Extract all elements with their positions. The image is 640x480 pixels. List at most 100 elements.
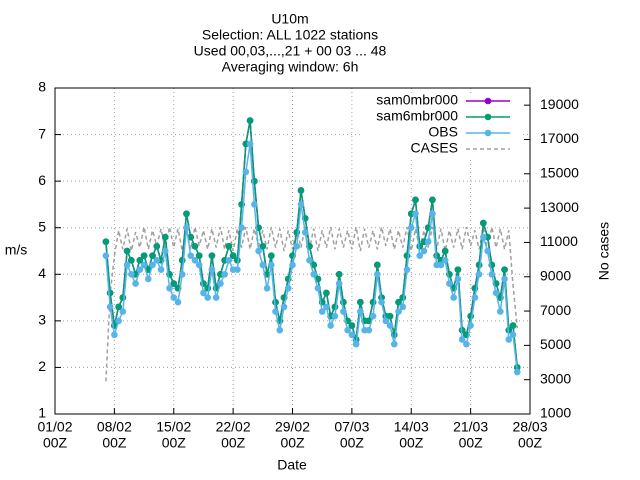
data-point xyxy=(132,280,139,287)
data-point xyxy=(136,266,144,273)
data-point xyxy=(128,270,135,278)
data-point xyxy=(369,312,377,320)
data-point xyxy=(267,252,275,259)
x-tick-label: 00Z xyxy=(43,435,68,451)
x-tick-label: 00Z xyxy=(221,435,246,451)
data-point xyxy=(289,261,296,269)
legend-label: sam0mbr000 xyxy=(376,92,458,108)
data-point xyxy=(471,294,479,301)
legend-background xyxy=(360,125,520,141)
data-point xyxy=(267,261,275,269)
data-point xyxy=(348,322,356,329)
y2-tick-label: 5000 xyxy=(540,336,571,352)
x-tick-label: 07/03 xyxy=(334,419,369,435)
data-point xyxy=(284,284,292,292)
data-point xyxy=(208,266,216,273)
data-point xyxy=(420,247,428,255)
legend-background xyxy=(360,93,520,109)
data-point xyxy=(204,294,211,301)
data-point xyxy=(365,326,373,334)
data-point xyxy=(297,201,305,208)
data-point xyxy=(301,229,309,236)
data-point xyxy=(153,243,161,250)
data-point xyxy=(119,294,127,301)
data-point xyxy=(115,317,122,325)
x-tick-label: 21/03 xyxy=(453,419,488,435)
data-point xyxy=(221,270,228,278)
data-point xyxy=(357,308,364,315)
data-point xyxy=(212,294,220,301)
data-point xyxy=(149,261,156,269)
data-point xyxy=(441,247,449,255)
data-point xyxy=(331,303,339,311)
data-point xyxy=(429,210,436,218)
data-point xyxy=(272,308,279,315)
data-point xyxy=(246,140,254,148)
data-point xyxy=(335,280,343,287)
data-point xyxy=(238,224,245,232)
y-tick-label: 2 xyxy=(38,358,46,374)
data-point xyxy=(195,252,203,259)
data-point xyxy=(480,233,487,241)
data-point xyxy=(386,312,394,320)
data-point xyxy=(513,368,521,376)
data-point xyxy=(106,289,114,297)
data-point xyxy=(225,243,233,250)
x-axis-label: Date xyxy=(277,457,307,473)
y2-tick-label: 1000 xyxy=(540,405,571,421)
data-point xyxy=(183,224,190,232)
legend-marker xyxy=(484,97,492,105)
legend-marker xyxy=(484,113,492,121)
y2-tick-label: 7000 xyxy=(540,302,571,318)
data-point xyxy=(412,196,419,204)
data-point xyxy=(128,257,135,264)
x-tick-label: 22/02 xyxy=(216,419,251,435)
legend-marker xyxy=(484,129,492,137)
y2-tick-label: 11000 xyxy=(540,233,578,249)
y2-axis-label: No cases xyxy=(596,222,612,280)
legend-background xyxy=(360,141,520,157)
x-tick-label: 29/02 xyxy=(275,419,310,435)
data-point xyxy=(403,266,411,273)
data-point xyxy=(263,284,271,292)
x-tick-label: 00Z xyxy=(399,435,424,451)
data-point xyxy=(395,308,402,315)
data-point xyxy=(225,257,233,264)
y2-tick-label: 15000 xyxy=(540,164,579,180)
data-point xyxy=(501,266,508,273)
data-point xyxy=(170,280,178,287)
data-point xyxy=(123,247,131,255)
data-point xyxy=(424,238,432,245)
y-tick-label: 3 xyxy=(38,312,46,328)
data-point xyxy=(399,303,407,311)
legend-background xyxy=(360,109,520,125)
data-point xyxy=(335,270,343,278)
data-point xyxy=(259,243,267,250)
data-point xyxy=(111,331,118,339)
y-tick-label: 5 xyxy=(38,218,46,234)
data-point xyxy=(153,257,161,264)
data-point xyxy=(318,308,326,315)
x-tick-label: 08/02 xyxy=(97,419,132,435)
data-point xyxy=(251,201,258,208)
legend-label: sam6mbr000 xyxy=(376,108,458,124)
data-point xyxy=(407,224,415,232)
data-point xyxy=(123,261,131,269)
y-tick-label: 8 xyxy=(38,79,46,95)
data-point xyxy=(441,257,449,264)
data-point xyxy=(492,289,500,297)
chart-title: Used 00,03,...,21 + 00 03 ... 48 xyxy=(194,43,387,59)
data-point xyxy=(208,252,216,259)
data-point xyxy=(454,266,462,273)
data-point xyxy=(497,308,504,315)
data-point xyxy=(136,257,144,264)
data-point xyxy=(484,247,491,255)
data-point xyxy=(348,331,356,339)
data-point xyxy=(140,261,148,269)
y2-tick-label: 9000 xyxy=(540,267,571,283)
data-point xyxy=(119,308,127,315)
data-point xyxy=(149,252,156,259)
data-point xyxy=(352,340,360,348)
data-point xyxy=(501,275,508,283)
data-point xyxy=(314,284,322,292)
